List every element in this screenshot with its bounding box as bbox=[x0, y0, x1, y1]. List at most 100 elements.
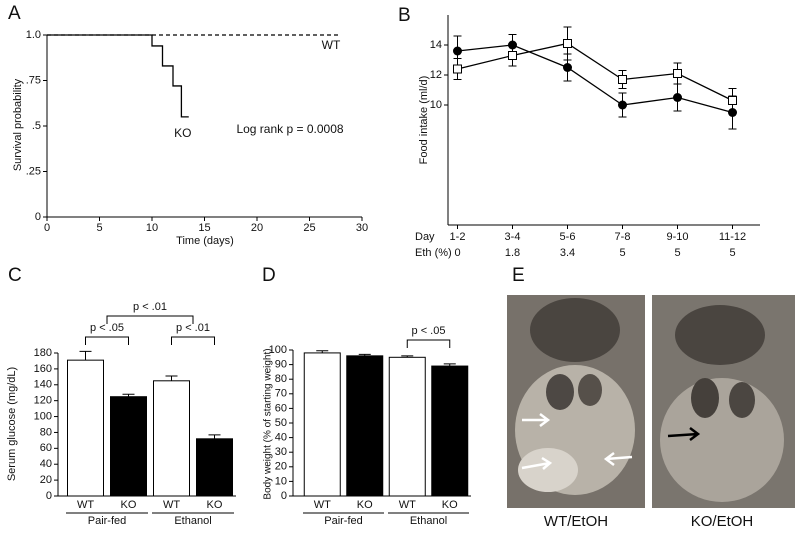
photo-cavity bbox=[675, 305, 765, 365]
x-tick-label: 7-8 bbox=[615, 231, 631, 243]
series-line bbox=[457, 44, 733, 114]
y-tick-label: 12 bbox=[430, 69, 442, 81]
annotation: Log rank p = 0.0008 bbox=[236, 122, 343, 136]
arrow bbox=[521, 456, 553, 470]
x-axis-label: Time (days) bbox=[176, 235, 234, 247]
bar bbox=[388, 356, 426, 497]
y-tick-label: .5 bbox=[32, 120, 41, 132]
point bbox=[453, 46, 462, 56]
group-label: Ethanol bbox=[174, 515, 211, 527]
x-tick-label: 20 bbox=[251, 222, 263, 234]
bar bbox=[67, 359, 104, 497]
y-tick-label: .25 bbox=[26, 165, 41, 177]
y-tick-label: 0 bbox=[35, 211, 41, 223]
point bbox=[563, 63, 572, 72]
error-bar bbox=[208, 434, 221, 439]
point bbox=[453, 64, 462, 74]
photo-organ bbox=[546, 374, 574, 410]
bar bbox=[346, 355, 384, 497]
x-tick-label: 0 bbox=[454, 247, 460, 259]
group-label: Pair-fed bbox=[324, 515, 363, 527]
annotation: p < .05 bbox=[90, 322, 124, 334]
y-tick-label: 90 bbox=[275, 359, 287, 371]
x-tick-label: 3-4 bbox=[505, 231, 521, 243]
y-tick-label: 0 bbox=[46, 490, 52, 502]
y-tick-label: 100 bbox=[269, 344, 287, 356]
y-tick-label: 20 bbox=[40, 474, 52, 486]
arrow bbox=[667, 427, 701, 441]
arrow bbox=[522, 413, 551, 427]
x-tick-label: 10 bbox=[146, 222, 158, 234]
photo-tissue bbox=[660, 378, 784, 502]
y-tick-label: 1.0 bbox=[26, 29, 41, 41]
y-tick-label: 60 bbox=[40, 442, 52, 454]
y-tick-label: 100 bbox=[34, 410, 52, 422]
point bbox=[673, 93, 682, 102]
x-tick-label: KO bbox=[121, 499, 137, 511]
panel-label: A bbox=[8, 3, 21, 24]
bar bbox=[303, 352, 341, 497]
point bbox=[508, 51, 517, 60]
y-tick-label: 120 bbox=[34, 395, 52, 407]
bracket bbox=[406, 339, 451, 348]
y-tick-label: 180 bbox=[34, 347, 52, 359]
x-tick-label: 9-10 bbox=[666, 231, 688, 243]
x-tick-label: WT bbox=[399, 499, 416, 511]
bracket bbox=[85, 336, 129, 345]
panel-label: C bbox=[8, 265, 22, 286]
bracket bbox=[106, 315, 194, 324]
bar bbox=[110, 396, 147, 497]
point bbox=[618, 75, 627, 84]
x-tick-label: 15 bbox=[198, 222, 210, 234]
photo-organ bbox=[729, 382, 755, 418]
x-tick-label: KO bbox=[207, 499, 223, 511]
y-axis-label: Food intake (ml/d) bbox=[418, 76, 430, 165]
series-line bbox=[457, 42, 733, 102]
x-tick-label: 3.4 bbox=[560, 247, 575, 259]
row-label: Day bbox=[415, 231, 435, 243]
y-tick-label: 160 bbox=[34, 363, 52, 375]
y-tick-label: 60 bbox=[275, 402, 287, 414]
y-tick-label: 10 bbox=[430, 99, 442, 111]
series-line bbox=[47, 34, 189, 118]
x-tick-label: WT bbox=[77, 499, 94, 511]
caption: KO/EtOH bbox=[691, 513, 754, 530]
arrow bbox=[603, 452, 633, 466]
y-tick-label: 20 bbox=[275, 461, 287, 473]
y-axis-label: Body weight (% of starting weight) bbox=[263, 348, 274, 499]
photo-cavity bbox=[530, 298, 620, 362]
y-tick-label: 80 bbox=[275, 373, 287, 385]
y-tick-label: 50 bbox=[275, 417, 287, 429]
bracket bbox=[171, 336, 215, 345]
y-tick-label: 14 bbox=[430, 39, 442, 51]
panel-label: D bbox=[262, 265, 276, 286]
group-label: Pair-fed bbox=[88, 515, 127, 527]
series-label: KO bbox=[174, 126, 191, 140]
point bbox=[563, 39, 572, 48]
x-tick-label: 11-12 bbox=[719, 231, 746, 243]
x-tick-label: 1.8 bbox=[505, 247, 520, 259]
y-axis-label: Survival probability bbox=[12, 78, 24, 171]
y-tick-label: 80 bbox=[40, 426, 52, 438]
y-tick-label: 0 bbox=[281, 490, 287, 502]
y-axis-label: Serum glucose (mg/dL) bbox=[6, 367, 18, 481]
x-tick-label: 0 bbox=[44, 222, 50, 234]
x-tick-label: 5-6 bbox=[560, 231, 576, 243]
photo-wt bbox=[507, 295, 645, 508]
y-tick-label: 30 bbox=[275, 446, 287, 458]
bar bbox=[196, 438, 233, 497]
row-label: Eth (%) bbox=[415, 247, 452, 259]
annotation: p < .01 bbox=[133, 301, 167, 313]
caption: WT/EtOH bbox=[544, 513, 608, 530]
photo-fat bbox=[518, 448, 578, 492]
x-tick-label: 1-2 bbox=[450, 231, 466, 243]
error-bar bbox=[79, 350, 92, 361]
y-tick-label: 70 bbox=[275, 388, 287, 400]
y-tick-label: 40 bbox=[40, 458, 52, 470]
panel-label: E bbox=[512, 265, 525, 286]
x-tick-label: 5 bbox=[96, 222, 102, 234]
y-tick-label: 140 bbox=[34, 379, 52, 391]
y-tick-label: .75 bbox=[26, 74, 41, 86]
bar bbox=[431, 365, 469, 497]
annotation: p < .05 bbox=[412, 325, 446, 337]
